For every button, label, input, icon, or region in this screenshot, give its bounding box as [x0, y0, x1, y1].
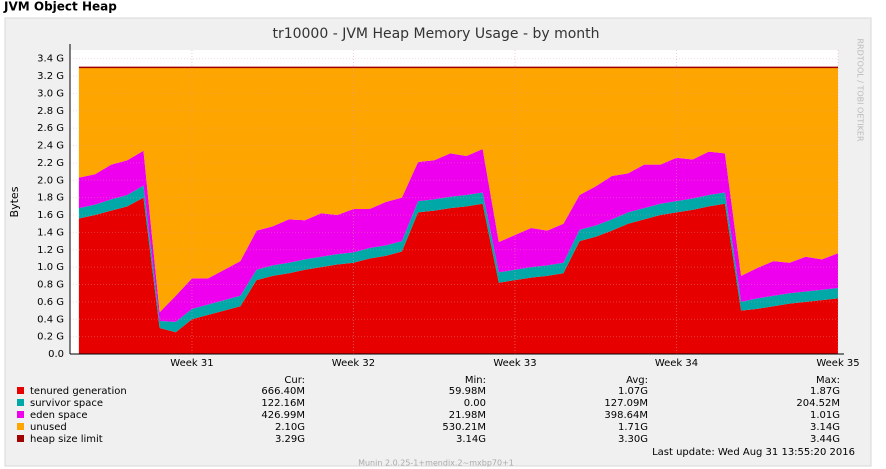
y-tick-label: 3.4 G: [37, 54, 64, 65]
y-tick-label: 1.0 G: [37, 262, 64, 273]
legend-value: 1.87G: [810, 386, 840, 397]
x-tick-label: Week 35: [816, 358, 859, 369]
y-tick-label: 0.2 G: [37, 332, 64, 343]
legend-label: unused: [30, 422, 67, 433]
legend-swatch: [17, 411, 24, 418]
x-tick-label: Week 32: [332, 358, 375, 369]
legend-label: eden space: [30, 410, 88, 421]
area: [78, 197, 838, 354]
legend-header: Avg:: [626, 375, 648, 386]
y-tick-label: 2.8 G: [37, 106, 64, 117]
legend-label: tenured generation: [30, 386, 127, 397]
x-tick-label: Week 31: [170, 358, 213, 369]
legend-value: 1.71G: [618, 422, 648, 433]
legend-swatch: [17, 387, 24, 394]
legend-value: 204.52M: [796, 398, 840, 409]
y-tick-label: 0.8 G: [37, 280, 64, 291]
legend-value: 3.30G: [618, 434, 648, 445]
legend-value: 0.00: [464, 398, 486, 409]
legend-value: 530.21M: [442, 422, 486, 433]
y-tick-label: 2.6 G: [37, 123, 64, 134]
y-axis-label: Bytes: [8, 186, 21, 217]
x-tick-label: Week 33: [493, 358, 536, 369]
legend-value: 3.14G: [456, 434, 486, 445]
legend-value: 127.09M: [604, 398, 648, 409]
legend-header: Max:: [816, 375, 840, 386]
legend-swatch: [17, 435, 24, 442]
y-tick-label: 1.8 G: [37, 193, 64, 204]
legend-value: 3.29G: [275, 434, 305, 445]
y-tick-label: 1.4 G: [37, 227, 64, 238]
y-tick-label: 1.2 G: [37, 245, 64, 256]
y-tick-label: 3.0 G: [37, 88, 64, 99]
y-tick-label: 0.6 G: [37, 297, 64, 308]
legend-value: 398.64M: [604, 410, 648, 421]
y-tick-label: 0.4 G: [37, 314, 64, 325]
legend-value: 21.98M: [449, 410, 486, 421]
legend-value: 59.98M: [449, 386, 486, 397]
watermark: RRDTOOL / TOBI OETIKER: [856, 38, 865, 141]
legend-swatch: [17, 423, 24, 430]
y-tick-label: 2.2 G: [37, 158, 64, 169]
y-tick-label: 0.0: [48, 349, 64, 360]
y-tick-label: 3.2 G: [37, 71, 64, 82]
legend-value: 3.44G: [810, 434, 840, 445]
legend-header: Min:: [465, 375, 486, 386]
y-tick-label: 1.6 G: [37, 210, 64, 221]
legend-label: survivor space: [30, 398, 103, 409]
legend-value: 2.10G: [275, 422, 305, 433]
version: Munin 2.0.25-1+mendix.2~mxbp70+1: [358, 459, 514, 468]
legend-swatch: [17, 399, 24, 406]
x-tick-label: Week 34: [655, 358, 698, 369]
chart-title: tr10000 - JVM Heap Memory Usage - by mon…: [272, 26, 599, 42]
legend-label: heap size limit: [30, 434, 103, 445]
legend-value: 3.14G: [810, 422, 840, 433]
legend-value: 666.40M: [261, 386, 305, 397]
legend-value: 1.01G: [810, 410, 840, 421]
last-update: Last update: Wed Aug 31 13:55:20 2016: [652, 447, 855, 458]
legend-value: 122.16M: [261, 398, 305, 409]
y-tick-label: 2.4 G: [37, 141, 64, 152]
page-header: JVM Object Heap: [3, 0, 117, 14]
legend-header: Cur:: [284, 375, 305, 386]
legend-value: 426.99M: [261, 410, 305, 421]
area: [78, 149, 838, 322]
legend-value: 1.07G: [618, 386, 648, 397]
area: [78, 67, 838, 313]
y-tick-label: 2.0 G: [37, 175, 64, 186]
